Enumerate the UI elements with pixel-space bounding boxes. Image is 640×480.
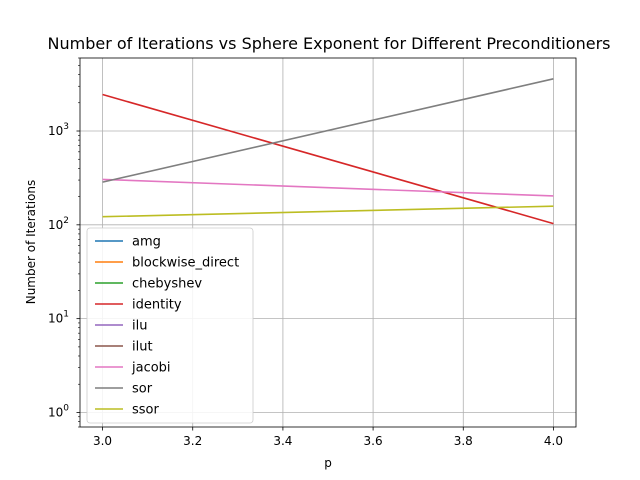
legend-entry-sor: sor bbox=[132, 382, 153, 397]
legend-entry-amg: amg bbox=[132, 235, 161, 250]
y-tick-exponent: 1 bbox=[63, 310, 69, 320]
legend-box bbox=[86, 227, 254, 424]
x-tick-label: 3.2 bbox=[183, 434, 202, 448]
legend-entry-blockwise_direct: blockwise_direct bbox=[132, 256, 239, 271]
series-lines bbox=[102, 78, 554, 225]
legend-entry-ilut: ilut bbox=[132, 340, 153, 355]
y-tick-exponent: 2 bbox=[63, 216, 69, 226]
y-tick-label: 101 bbox=[48, 310, 69, 326]
y-tick-base: 10 bbox=[48, 405, 63, 419]
series-line-jacobi bbox=[102, 178, 554, 197]
legend-entry-ssor: ssor bbox=[132, 403, 159, 418]
plot-area bbox=[79, 57, 577, 428]
y-tick-label: 100 bbox=[48, 403, 69, 419]
y-tick-base: 10 bbox=[48, 312, 63, 326]
x-tick-label: 4.0 bbox=[544, 434, 563, 448]
legend-entry-jacobi: jacobi bbox=[131, 361, 171, 376]
y-tick-label: 102 bbox=[48, 216, 69, 232]
y-axis-label: Number of Iterations bbox=[24, 180, 38, 305]
x-tick-label: 3.4 bbox=[273, 434, 292, 448]
x-axis-ticks: 3.0 3.2 3.4 3.6 3.8 4.0 bbox=[93, 427, 563, 448]
y-tick-base: 10 bbox=[48, 124, 63, 138]
chart-title: Number of Iterations vs Sphere Exponent … bbox=[48, 34, 611, 53]
legend-entry-chebyshev: chebyshev bbox=[132, 277, 202, 292]
x-tick-label: 3.8 bbox=[454, 434, 473, 448]
series-line-sor bbox=[102, 78, 554, 183]
legend-entry-identity: identity bbox=[132, 298, 182, 313]
y-tick-base: 10 bbox=[48, 218, 63, 232]
x-tick-label: 3.6 bbox=[364, 434, 383, 448]
x-axis-label: p bbox=[324, 456, 332, 470]
legend-entry-ilu: ilu bbox=[132, 319, 147, 334]
x-tick-label: 3.0 bbox=[93, 434, 112, 448]
series-line-identity bbox=[102, 93, 554, 225]
y-tick-label: 103 bbox=[48, 122, 69, 138]
y-tick-exponent: 3 bbox=[63, 122, 69, 132]
legend: amg blockwise_direct chebyshev identity ilu i… bbox=[86, 227, 254, 424]
y-tick-exponent: 0 bbox=[63, 403, 69, 413]
series-line-ssor bbox=[102, 205, 554, 218]
